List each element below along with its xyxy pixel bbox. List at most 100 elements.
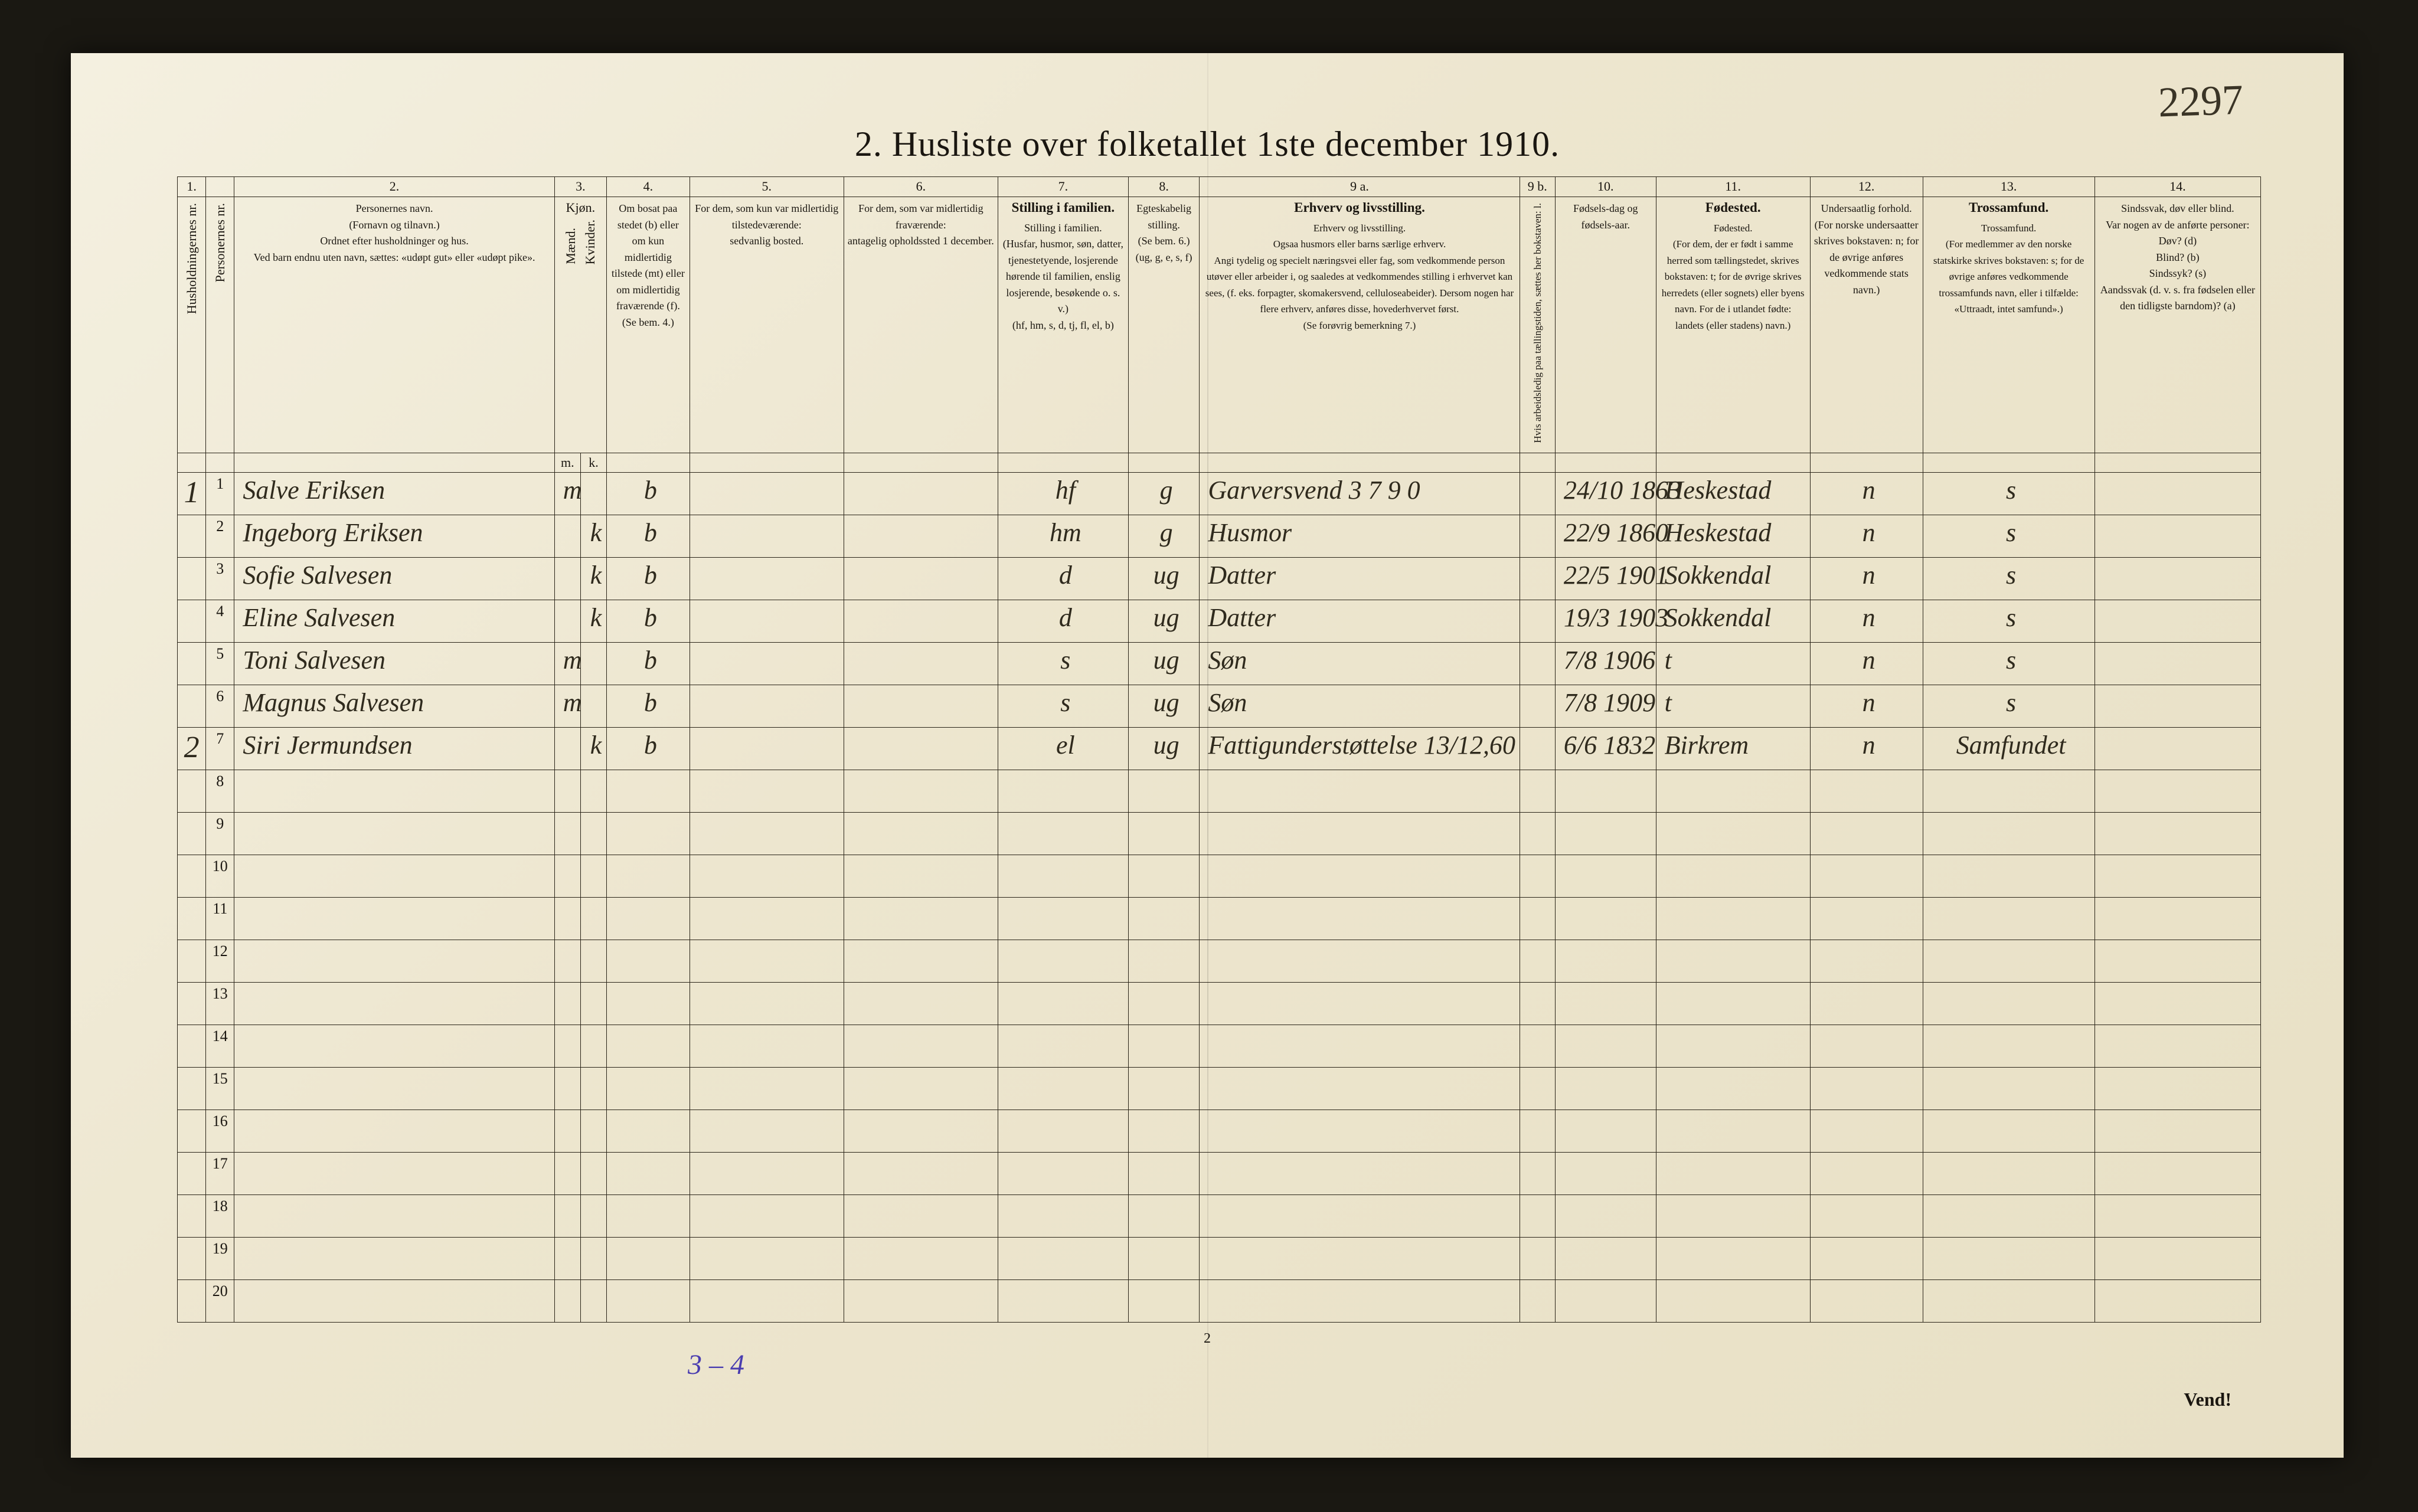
cell-led [1520,727,1555,770]
cell-place: Heskestad [1656,515,1810,557]
cell-pn: 8 [206,770,234,812]
cell-c6 [844,855,998,897]
cell-place: Birkrem [1656,727,1810,770]
cell-born [1555,770,1656,812]
cell-k: k [580,515,606,557]
cell-name [234,1152,554,1194]
cell-res: b [607,472,690,515]
cell-nat: n [1810,515,1923,557]
cell-c5 [690,557,844,600]
cell-rel [1923,982,2094,1025]
col-religion: Trossamfund.Trossamfund. (For medlemmer … [1923,197,2094,453]
cell-nat [1810,897,1923,940]
cell-name: Magnus Salvesen [234,685,554,727]
cell-fam [998,940,1128,982]
cell-led [1520,515,1555,557]
cell-led [1520,685,1555,727]
cell-name [234,1279,554,1322]
cell-born [1555,1025,1656,1067]
cell-c6 [844,685,998,727]
col-temp-present: For dem, som kun var midlertidig tilsted… [690,197,844,453]
cell-m: m [554,685,580,727]
col-household-nr: Husholdningernes nr. [178,197,206,453]
page-fold [1207,53,1208,1458]
cell-pn: 18 [206,1194,234,1237]
cell-k [580,940,606,982]
cell-hh [178,1067,206,1110]
cell-mar [1128,1194,1200,1237]
col-number: 5. [690,177,844,197]
cell-m [554,557,580,600]
cell-c5 [690,685,844,727]
cell-c5 [690,770,844,812]
cell-name: Sofie Salvesen [234,557,554,600]
cell-mar [1128,1152,1200,1194]
cell-mar [1128,1279,1200,1322]
table-row-empty: 14 [178,1025,2261,1067]
cell-fam [998,1110,1128,1152]
cell-fam: hf [998,472,1128,515]
col-birthdate: Fødsels-dag og fødsels-aar. [1555,197,1656,453]
cell-nat [1810,1025,1923,1067]
cell-pn: 11 [206,897,234,940]
cell-rel: s [1923,600,2094,642]
cell-led [1520,1025,1555,1067]
cell-res: b [607,685,690,727]
cell-k [580,1110,606,1152]
cell-rel: Samfundet [1923,727,2094,770]
cell-nat [1810,1067,1923,1110]
cell-fam [998,982,1128,1025]
cell-led [1520,1237,1555,1279]
cell-hh: 1 [178,472,206,515]
cell-m [554,1110,580,1152]
cell-rel [1923,1110,2094,1152]
cell-k: k [580,557,606,600]
document-page: 2297 2. Husliste over folketallet 1ste d… [71,53,2344,1458]
cell-led [1520,1152,1555,1194]
cell-c14 [2094,557,2260,600]
cell-hh [178,685,206,727]
cell-res: b [607,727,690,770]
cell-c6 [844,1237,998,1279]
cell-res: b [607,515,690,557]
cell-k [580,812,606,855]
cell-born: 24/10 1863 [1555,472,1656,515]
col-birthplace: Fødested.Fødested. (For dem, der er født… [1656,197,1810,453]
col-number: 2. [234,177,554,197]
cell-c6 [844,515,998,557]
cell-c5 [690,727,844,770]
col-family-pos: Stilling i familien.Stilling i familien.… [998,197,1128,453]
cell-nat [1810,1279,1923,1322]
cell-place [1656,855,1810,897]
cell-born [1555,1279,1656,1322]
cell-place [1656,982,1810,1025]
table-header: 1.2.3.4.5.6.7.8.9 a.9 b.10.11.12.13.14. … [178,177,2261,473]
cell-c5 [690,1152,844,1194]
cell-pn: 14 [206,1025,234,1067]
col-number: 9 b. [1520,177,1555,197]
cell-pn: 20 [206,1279,234,1322]
sub-m: m. [554,453,580,473]
vend-label: Vend! [2184,1389,2231,1410]
mk-subrow: m. k. [178,453,2261,473]
cell-k [580,1194,606,1237]
cell-res [607,770,690,812]
cell-m [554,1237,580,1279]
cell-place: Sokkendal [1656,600,1810,642]
cell-pn: 17 [206,1152,234,1194]
cell-name [234,812,554,855]
cell-place [1656,1237,1810,1279]
cell-nat: n [1810,557,1923,600]
cell-fam: d [998,600,1128,642]
col-number: 1. [178,177,206,197]
cell-led [1520,812,1555,855]
cell-pn: 10 [206,855,234,897]
cell-pn: 16 [206,1110,234,1152]
cell-name: Toni Salvesen [234,642,554,685]
cell-c14 [2094,1279,2260,1322]
cell-hh [178,1194,206,1237]
cell-m [554,1067,580,1110]
cell-fam: d [998,557,1128,600]
cell-rel [1923,897,2094,940]
cell-rel [1923,855,2094,897]
